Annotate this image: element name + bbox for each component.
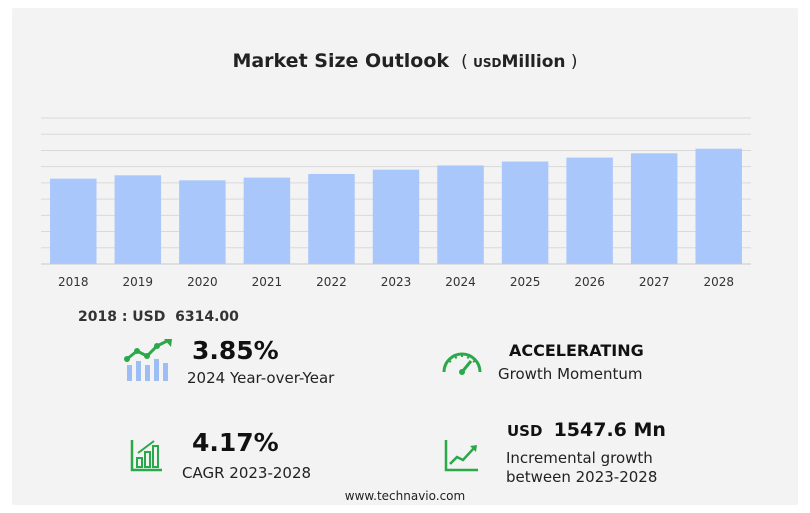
bar-2024 <box>437 165 484 264</box>
bar-2019 <box>114 175 162 264</box>
unit-open: ( <box>461 52 468 72</box>
cagr-value: 4.17% <box>192 428 279 457</box>
bar-2028 <box>695 148 742 264</box>
x-tick-2028: 2028 <box>703 275 734 289</box>
x-tick-2026: 2026 <box>574 275 605 289</box>
incremental-caption-line1: Incremental growth <box>506 449 653 467</box>
bar-2021 <box>243 177 291 264</box>
x-tick-labels: 2018 2019 2020 2021 2022 2023 2024 2025 2026 2027… <box>58 275 734 289</box>
bar-2023 <box>372 169 420 264</box>
x-tick-2027: 2027 <box>639 275 670 289</box>
x-tick-2024: 2024 <box>445 275 476 289</box>
title-unit: ( USDMillion ) <box>456 52 578 72</box>
x-tick-2019: 2019 <box>123 275 154 289</box>
growth-chart-icon <box>124 339 172 381</box>
unit-close: ) <box>570 52 578 72</box>
unit-currency: USD <box>473 56 502 70</box>
incremental-value: USD 1547.6 Mn <box>507 419 666 441</box>
unit-scale: Million <box>501 52 566 72</box>
bars <box>50 148 742 264</box>
trend-line-icon <box>444 440 478 472</box>
bar-2027 <box>630 153 678 264</box>
x-tick-2022: 2022 <box>316 275 347 289</box>
x-tick-2021: 2021 <box>252 275 283 289</box>
chart-card: Market Size Outlook ( USDMillion ) 2018 2… <box>12 8 798 505</box>
bar-2026 <box>566 157 613 264</box>
bar-2025 <box>501 161 549 264</box>
incremental-caption-line2: between 2023-2028 <box>506 468 658 486</box>
yoy-caption: 2024 Year-over-Year <box>187 369 335 387</box>
bar-2020 <box>179 180 226 264</box>
momentum-caption: Growth Momentum <box>498 365 643 383</box>
bar-2022 <box>308 173 355 264</box>
x-tick-2025: 2025 <box>510 275 541 289</box>
incremental-currency: USD <box>507 422 543 440</box>
speedometer-icon <box>442 352 482 375</box>
title-text: Market Size Outlook <box>232 50 450 72</box>
bar-chart-icon <box>130 440 162 472</box>
footer-site: www.technavio.com <box>344 489 466 503</box>
x-tick-2018: 2018 <box>58 275 89 289</box>
momentum-value: ACCELERATING <box>509 341 644 360</box>
chart-title: Market Size Outlook ( USDMillion ) <box>12 50 798 72</box>
incremental-amount: 1547.6 Mn <box>553 419 666 441</box>
bar-chart: 2018 2019 2020 2021 2022 2023 2024 2025 2026 2027… <box>41 117 751 289</box>
bar-2018 <box>50 178 97 264</box>
x-tick-2023: 2023 <box>381 275 412 289</box>
yoy-value: 3.85% <box>192 336 279 365</box>
x-tick-2020: 2020 <box>187 275 218 289</box>
base-year-label: 2018 : USD 6314.00 <box>78 309 239 325</box>
cagr-caption: CAGR 2023-2028 <box>182 464 312 482</box>
